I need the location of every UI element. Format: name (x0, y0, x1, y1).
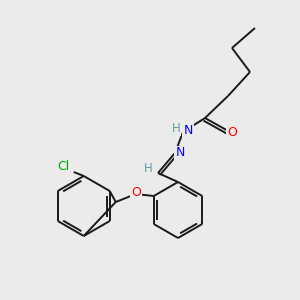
Text: N: N (175, 146, 185, 160)
Text: O: O (131, 185, 141, 199)
Text: H: H (172, 122, 180, 136)
Text: O: O (227, 125, 237, 139)
Text: N: N (183, 124, 193, 137)
Text: H: H (144, 161, 152, 175)
Text: Cl: Cl (58, 160, 70, 172)
